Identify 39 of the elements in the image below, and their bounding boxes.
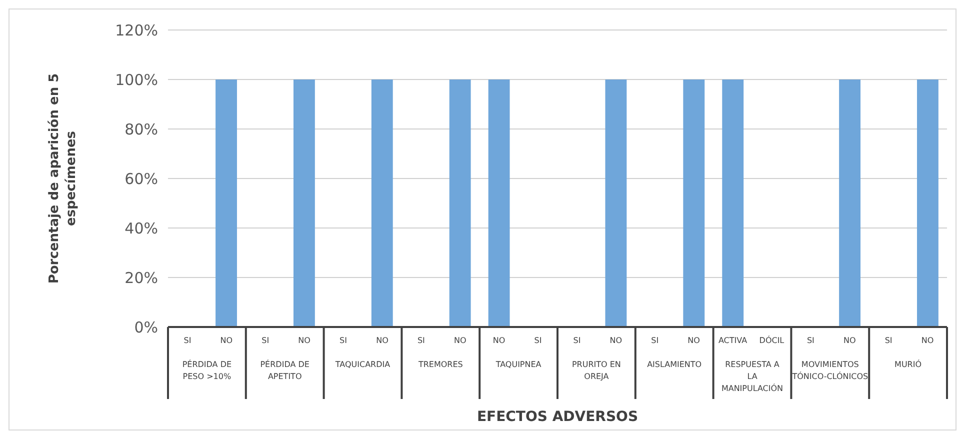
x-tick-label: SI: [884, 336, 892, 345]
x-tick-label: SI: [262, 336, 270, 345]
x-tick-label: NO: [376, 336, 388, 345]
text: TREMORES: [417, 360, 463, 369]
text: PÉRDIDA DE PESO >10%: [182, 359, 232, 381]
y-tick-label: 0%: [134, 318, 158, 336]
x-axis-title: EFECTOS ADVERSOS: [476, 409, 638, 425]
y-tick-label: 20%: [124, 268, 158, 287]
x-tick-label: ACTIVA: [718, 336, 748, 345]
x-tick-label: SI: [417, 336, 425, 345]
x-tick-label: NO: [610, 336, 622, 345]
x-tick-label: NO: [454, 336, 466, 345]
text: TAQUIPNEA: [494, 360, 542, 369]
x-tick-label: DÓCIL: [759, 335, 785, 345]
text: MOVIMIENTOS TÓNICO-CLÓNICOS: [791, 360, 868, 381]
x-tick-label: SI: [651, 336, 659, 345]
x-tick-label: SI: [806, 336, 814, 345]
text: PRURITO EN OREJA: [572, 360, 621, 381]
y-axis-title: Porcentaje de aparición en 5 especímenes: [47, 73, 79, 284]
text: TAQUICARDIA: [334, 360, 391, 369]
text: MURIÓ: [894, 359, 922, 369]
y-tick-label: 40%: [124, 219, 158, 238]
y-tick-label: 60%: [124, 170, 158, 188]
x-tick-label: NO: [298, 336, 310, 345]
text: PÉRDIDA DE APETITO: [260, 359, 310, 381]
text: AISLAMIENTO: [647, 360, 702, 369]
x-tick-label: SI: [340, 336, 347, 345]
x-tick-label: NO: [492, 336, 506, 345]
x-tick-label: SI: [534, 336, 542, 345]
x-tick-label: NO: [220, 336, 233, 345]
y-tick-label: 100%: [115, 70, 158, 89]
y-tick-label: 80%: [124, 120, 158, 138]
x-tick-label: SI: [573, 336, 581, 345]
text: RESPUESTA A LA MANIPULACIÓN: [721, 360, 784, 393]
x-tick-label: NO: [843, 336, 856, 345]
x-tick-label: NO: [921, 336, 934, 345]
x-tick-label: SI: [184, 336, 192, 345]
x-tick-label: NO: [688, 336, 700, 345]
y-tick-label: 120%: [115, 21, 158, 40]
